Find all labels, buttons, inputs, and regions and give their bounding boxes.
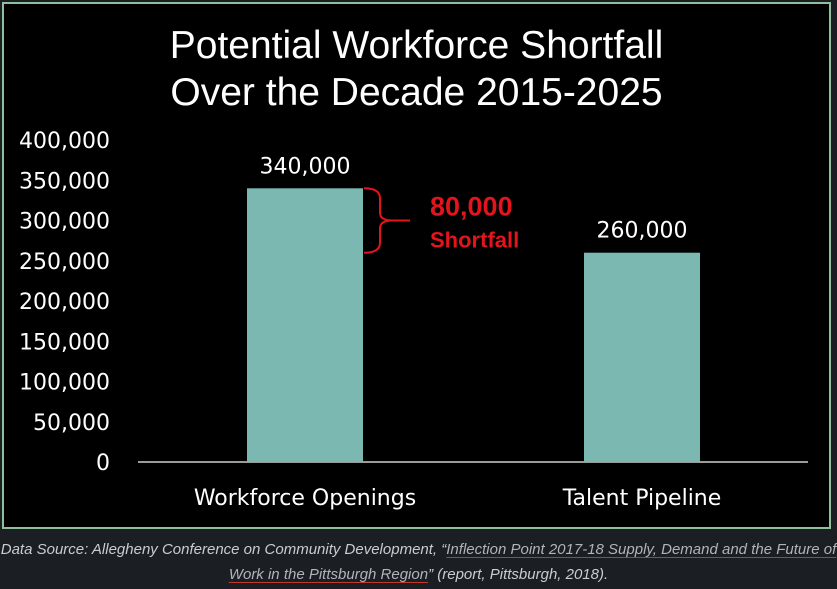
bar-data-label: 260,000 — [597, 219, 688, 244]
y-tick-label: 350,000 — [19, 169, 110, 194]
y-tick-label: 250,000 — [19, 250, 110, 275]
y-tick-label: 200,000 — [19, 290, 110, 315]
chart-title: Potential Workforce Shortfall Over the D… — [0, 22, 833, 116]
shortfall-value-label: 80,000 — [430, 192, 513, 222]
y-tick-label: 300,000 — [19, 210, 110, 235]
y-tick-label: 0 — [96, 451, 110, 476]
y-tick-label: 50,000 — [33, 411, 110, 436]
shortfall-bracket — [363, 187, 393, 254]
bar-data-label: 340,000 — [260, 154, 351, 179]
y-tick-label: 100,000 — [19, 371, 110, 396]
chart-title-line-1: Potential Workforce Shortfall — [169, 24, 664, 67]
y-tick-label: 150,000 — [19, 330, 110, 355]
bar-talent-pipeline — [584, 252, 700, 462]
bar-chart: 0 50,000 100,000 150,000 200,000 250,000 300,0… — [19, 129, 808, 511]
x-category-label: Workforce Openings — [194, 486, 416, 511]
caption-suffix: ” (report, Pittsburgh, 2018). — [428, 566, 609, 583]
chart-title-line-2: Over the Decade 2015-2025 — [170, 71, 663, 114]
caption-prefix: Data Source: Allegheny Conference on Com… — [0, 541, 447, 558]
y-tick-label: 400,000 — [19, 129, 110, 154]
report-link[interactable]: Inflection Point 2017-18 Supply, Demand … — [228, 541, 837, 583]
x-category-label: Talent Pipeline — [562, 486, 722, 511]
data-source-caption: Data Source: Allegheny Conference on Com… — [0, 537, 837, 587]
bar-workforce-openings — [247, 188, 363, 463]
shortfall-text-label: Shortfall — [430, 228, 519, 253]
